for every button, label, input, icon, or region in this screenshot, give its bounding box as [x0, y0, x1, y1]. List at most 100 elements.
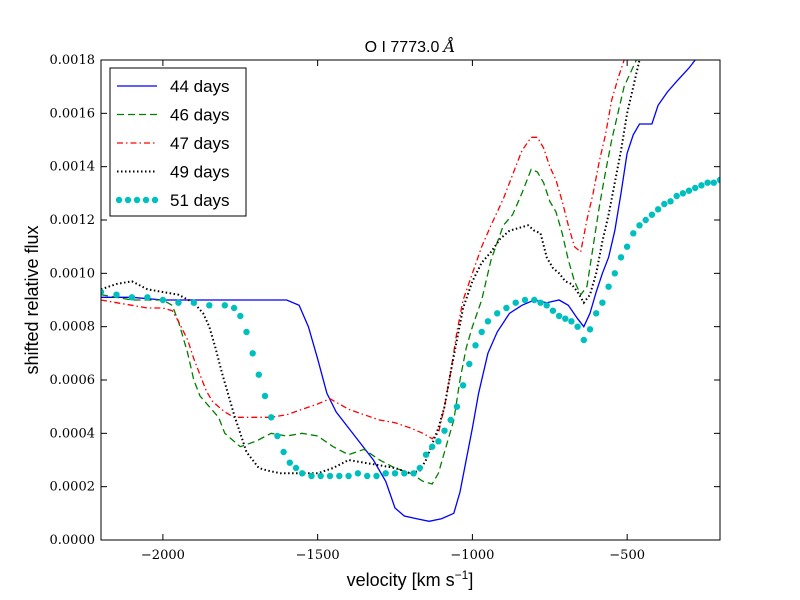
- data-point: [345, 472, 352, 480]
- data-point: [698, 182, 705, 189]
- data-point: [429, 443, 436, 450]
- x-tick-label: −1500: [296, 548, 340, 563]
- data-point: [453, 403, 461, 410]
- axis-ticks: −2000 −1500 −1000 −500 0.0000 0.0002 0.0004 0.0…: [50, 53, 720, 563]
- data-point: [206, 302, 213, 309]
- plot-area: [101, 60, 720, 522]
- series-46-days: [101, 60, 637, 485]
- data-point: [630, 230, 637, 237]
- data-point: [382, 470, 389, 477]
- data-point: [159, 296, 167, 304]
- legend-box: [109, 67, 247, 217]
- data-point: [673, 192, 680, 200]
- data-point: [512, 299, 519, 306]
- data-point: [562, 315, 569, 322]
- data-point: [605, 283, 612, 290]
- data-point: [364, 472, 371, 480]
- y-tick-label: 0.0004: [50, 426, 96, 441]
- data-point: [648, 211, 656, 218]
- data-point: [537, 299, 544, 306]
- data-point: [299, 470, 306, 477]
- series-51-days: [101, 176, 720, 480]
- legend-marker: [133, 196, 141, 204]
- data-point: [268, 414, 275, 421]
- data-point: [280, 448, 287, 456]
- data-point: [568, 318, 575, 325]
- data-point: [710, 179, 717, 186]
- data-point: [617, 254, 625, 261]
- data-point: [654, 206, 662, 213]
- legend-label: 51 days: [170, 191, 230, 210]
- y-tick-label: 0.0010: [50, 266, 96, 281]
- data-point: [286, 459, 293, 466]
- series-line: [101, 60, 696, 522]
- data-point: [636, 222, 643, 229]
- legend-marker: [115, 196, 123, 204]
- data-point: [661, 200, 668, 208]
- data-point: [521, 296, 529, 304]
- data-point: [274, 432, 281, 440]
- plot-frame: [100, 59, 721, 541]
- y-tick-label: 0.0008: [50, 320, 96, 335]
- data-point: [326, 472, 334, 480]
- legend-label: 47 days: [170, 134, 230, 153]
- legend-item: 49 days: [117, 163, 230, 182]
- x-tick-label: −1000: [450, 548, 494, 563]
- data-point: [410, 470, 417, 477]
- y-tick-label: 0.0002: [50, 480, 96, 495]
- data-point: [113, 291, 120, 298]
- data-point: [190, 299, 197, 306]
- legend-item: 51 days: [115, 191, 230, 210]
- data-point: [494, 310, 501, 317]
- y-tick-label: 0.0006: [50, 373, 96, 388]
- data-point: [459, 382, 467, 389]
- data-point: [243, 328, 250, 336]
- data-point: [580, 336, 587, 344]
- data-point: [101, 288, 105, 296]
- y-tick-label: 0.0000: [50, 533, 96, 548]
- data-point: [255, 371, 262, 378]
- y-tick-label: 0.0018: [50, 53, 96, 68]
- series-44-days: [101, 60, 696, 522]
- data-point: [543, 302, 550, 309]
- data-point: [599, 299, 606, 306]
- legend: 44 days 46 days 47 days 49 days 51 days: [109, 67, 247, 217]
- data-point: [354, 470, 362, 477]
- legend-label: 46 days: [170, 106, 230, 125]
- data-point: [667, 198, 674, 205]
- data-point: [401, 470, 408, 477]
- chart-title: O I 7773.0 Å: [365, 36, 456, 56]
- y-axis-label: shifted relative flux: [22, 225, 42, 374]
- x-axis-label: velocity [km s−1]: [347, 568, 474, 590]
- data-point: [261, 392, 269, 400]
- data-point: [230, 304, 238, 312]
- legend-marker: [151, 196, 159, 204]
- data-point: [237, 312, 244, 320]
- y-tick-label: 0.0012: [50, 213, 96, 228]
- data-point: [221, 302, 228, 309]
- data-point: [441, 427, 448, 434]
- series-line: [101, 60, 625, 440]
- data-point: [144, 294, 151, 301]
- data-point: [128, 294, 136, 301]
- legend-item: 44 days: [117, 77, 230, 96]
- data-point: [447, 416, 454, 424]
- data-point: [249, 350, 256, 357]
- data-point: [704, 179, 711, 186]
- x-tick-label: −2000: [141, 548, 185, 563]
- data-point: [679, 190, 687, 197]
- legend-label: 44 days: [170, 77, 230, 96]
- data-point: [336, 472, 343, 480]
- data-point: [373, 472, 380, 480]
- data-point: [503, 304, 510, 312]
- x-tick-label: −500: [609, 548, 645, 563]
- data-point: [484, 318, 492, 325]
- data-point: [317, 472, 324, 480]
- data-point: [716, 176, 720, 184]
- data-point: [466, 360, 473, 368]
- data-point: [422, 451, 430, 458]
- legend-item: 47 days: [117, 134, 230, 153]
- y-tick-label: 0.0016: [50, 106, 96, 121]
- legend-marker: [124, 196, 132, 204]
